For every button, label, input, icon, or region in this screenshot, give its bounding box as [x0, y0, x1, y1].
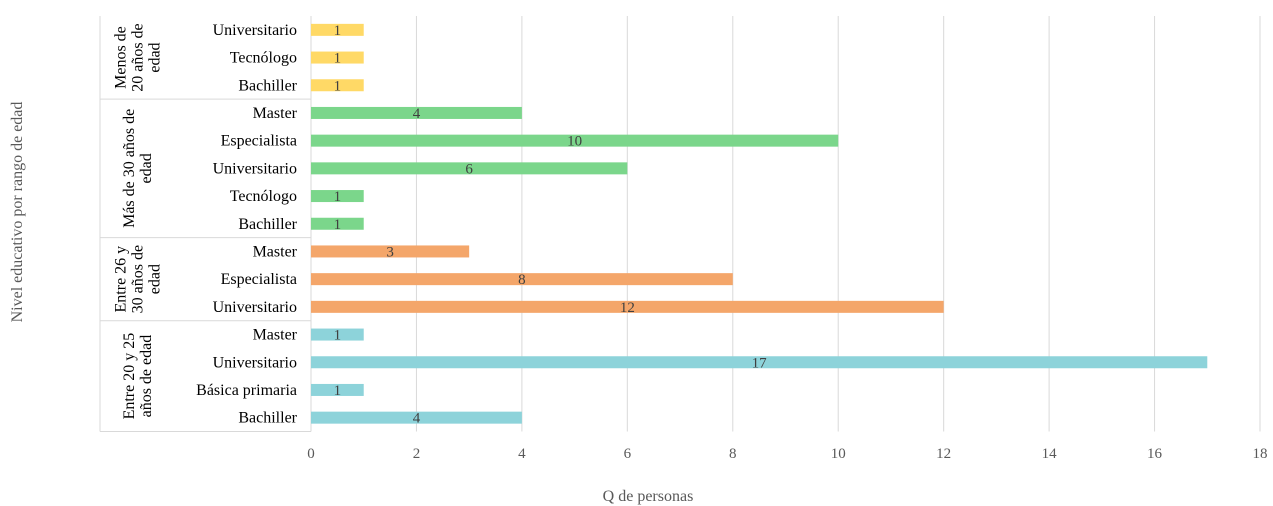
- data-label: 4: [413, 106, 421, 122]
- group-label: Más de 30 años deedad: [121, 109, 155, 228]
- x-tick-label: 8: [729, 446, 737, 462]
- bar: [311, 383, 364, 396]
- data-label: 12: [620, 300, 635, 316]
- category-label: Bachiller: [238, 410, 297, 427]
- data-label: 8: [518, 272, 526, 288]
- x-tick-label: 12: [936, 446, 951, 462]
- data-label: 1: [334, 189, 342, 205]
- group-label-line: Entre 20 y 25: [121, 333, 138, 420]
- group-label-line: Más de 30 años de: [121, 109, 138, 228]
- data-label: 4: [413, 411, 421, 427]
- group-label-line: edad: [147, 264, 164, 294]
- x-tick-label: 4: [518, 446, 526, 462]
- data-label: 3: [386, 244, 394, 260]
- bar: [311, 134, 839, 147]
- bar: [311, 190, 364, 203]
- category-label: Bachiller: [238, 77, 297, 94]
- x-tick-label: 18: [1253, 446, 1268, 462]
- group-label-line: 20 años de: [130, 23, 147, 91]
- bar: [311, 51, 364, 64]
- data-label: 1: [334, 78, 342, 94]
- group-label-line: años de edad: [138, 335, 155, 418]
- bar: [311, 106, 522, 119]
- bar: [311, 300, 944, 313]
- group-label-line: edad: [138, 153, 155, 183]
- category-label: Master: [253, 327, 298, 344]
- group-label: Menos de20 años deedad: [113, 23, 164, 91]
- bar: [311, 356, 1208, 369]
- x-tick-label: 6: [624, 446, 632, 462]
- data-label: 1: [334, 328, 342, 344]
- category-label: Universitario: [213, 354, 297, 371]
- category-label: Especialista: [221, 271, 297, 288]
- category-label: Bachiller: [238, 216, 297, 233]
- data-label: 1: [334, 383, 342, 399]
- x-axis-title: Q de personas: [603, 488, 694, 505]
- x-tick-labels: 0 2 4 6 8 10 12 14 16 18: [307, 446, 1267, 462]
- data-label: 10: [567, 134, 582, 150]
- data-label: 1: [334, 23, 342, 39]
- bar: [311, 217, 364, 230]
- y-axis-title: Nivel educativo por rango de edad: [9, 102, 26, 323]
- bar: [311, 411, 522, 424]
- category-label: Universitario: [213, 299, 297, 316]
- gridlines: [310, 16, 1261, 432]
- category-label: Master: [253, 243, 298, 260]
- x-tick-label: 0: [307, 446, 315, 462]
- group-label-line: Entre 26 y: [113, 246, 130, 313]
- category-label: Universitario: [213, 160, 297, 177]
- data-label: 6: [465, 161, 473, 177]
- category-labels: Universitario Tecnólogo Bachiller Master Esp…: [196, 22, 298, 427]
- data-label: 1: [334, 51, 342, 67]
- category-label: Básica primaria: [196, 382, 297, 399]
- group-label-line: Menos de: [113, 26, 130, 89]
- x-tick-label: 10: [831, 446, 846, 462]
- category-label: Especialista: [221, 133, 297, 150]
- x-tick-label: 14: [1042, 446, 1058, 462]
- bar: [311, 273, 733, 286]
- category-label: Universitario: [213, 22, 297, 39]
- bar: [311, 23, 364, 36]
- data-label: 1: [334, 217, 342, 233]
- group-label: Entre 26 y30 años deedad: [113, 245, 164, 313]
- group-label: Entre 20 y 25años de edad: [121, 333, 155, 420]
- x-tick-label: 16: [1147, 446, 1163, 462]
- category-label: Tecnólogo: [230, 188, 297, 205]
- bar: [311, 328, 364, 341]
- bar: [311, 162, 628, 175]
- x-tick-label: 2: [413, 446, 421, 462]
- bar: [311, 79, 364, 92]
- group-label-line: edad: [147, 42, 164, 72]
- data-label: 17: [752, 355, 768, 371]
- category-label: Master: [253, 105, 298, 122]
- bar: [311, 245, 470, 258]
- category-label: Tecnólogo: [230, 50, 297, 67]
- group-label-line: 30 años de: [130, 245, 147, 313]
